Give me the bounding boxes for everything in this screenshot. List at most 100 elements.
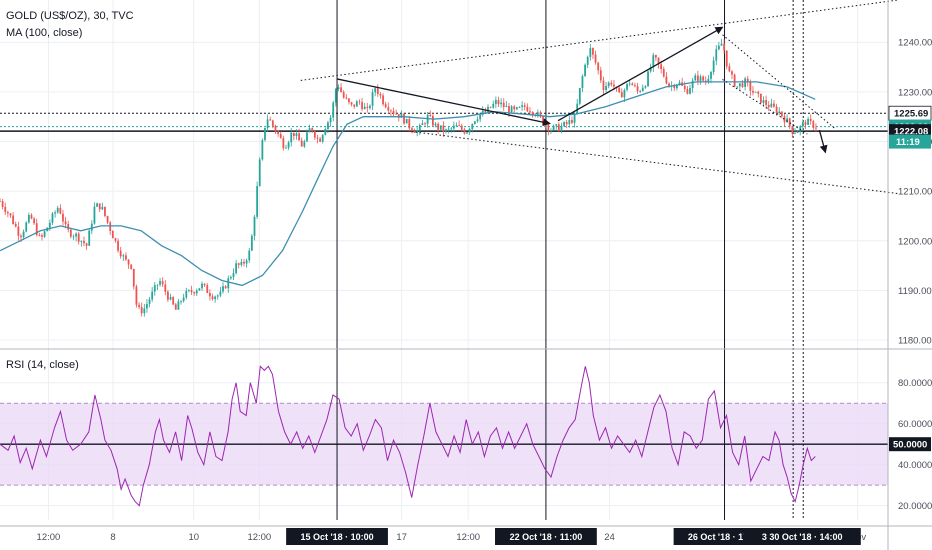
candle-body (203, 283, 206, 286)
symbol-legend[interactable]: GOLD (US$/OZ), 30, TVC (6, 10, 134, 22)
candle-body (371, 92, 374, 106)
candle-body (216, 295, 219, 297)
vertical-lines[interactable] (336, 0, 804, 520)
ma-legend[interactable]: MA (100, close) (6, 27, 82, 39)
candle-body (487, 106, 489, 113)
candle-body (334, 89, 337, 103)
candle-body (770, 103, 773, 108)
candle-body (476, 119, 479, 122)
candle-body (62, 213, 64, 222)
candle-body (332, 102, 335, 118)
candle-body (98, 203, 101, 210)
candle-body (164, 284, 167, 292)
candle-body (513, 106, 516, 110)
candle-body (437, 123, 440, 130)
candle-body (497, 100, 500, 105)
candle-body (143, 308, 146, 314)
candle-body (424, 123, 426, 125)
candle-body (429, 114, 432, 116)
candle-body (27, 214, 30, 223)
candle-body (731, 71, 733, 75)
candle-body (665, 76, 668, 84)
candle-body (290, 132, 293, 143)
candle-body (235, 263, 238, 274)
candle-body (812, 121, 815, 128)
candle-body (348, 98, 350, 103)
candle-body (550, 130, 552, 132)
candle-body (4, 206, 7, 213)
candle-body (502, 102, 505, 108)
candle-body (261, 140, 264, 160)
price-tick-label: 1200.00 (898, 236, 932, 247)
candle-body (308, 128, 311, 133)
candle-body (599, 70, 602, 81)
time-highlight-label: 22 Oct '18 · 11:00 (510, 532, 583, 542)
trendlines[interactable] (300, 0, 899, 195)
candle-body (313, 131, 316, 138)
candle-body (783, 116, 786, 123)
candle-body (9, 213, 12, 216)
candle-body (560, 125, 563, 132)
candle-body (500, 102, 503, 105)
candle-body (287, 142, 290, 148)
time-highlight-badge (743, 528, 861, 545)
candle-body (786, 118, 788, 123)
candle-body (190, 290, 193, 293)
candle-body (767, 104, 770, 108)
candle-body (613, 84, 615, 87)
candle-body (741, 83, 744, 87)
candle-body (319, 138, 321, 142)
candle-body (581, 76, 584, 88)
candle-body (269, 119, 272, 121)
time-tick-label: 12:00 (247, 532, 271, 543)
candle-body (717, 45, 720, 50)
candle-body (59, 207, 62, 214)
candle-body (586, 56, 589, 65)
rsi-legend[interactable]: RSI (14, close) (6, 359, 79, 371)
rsi-line (0, 365, 816, 507)
time-highlight-label: 15 Oct '18 · 10:00 (300, 532, 373, 542)
candle-body (119, 250, 122, 257)
candle-body (657, 57, 660, 65)
candle-body (652, 55, 655, 68)
candle-body (211, 296, 214, 300)
candle-body (188, 290, 190, 291)
candle-body (376, 88, 379, 94)
candle-body (413, 130, 416, 133)
candle-body (303, 141, 306, 147)
candle-body (416, 130, 419, 133)
candle-body (589, 47, 592, 57)
candle-body (807, 118, 809, 125)
candle-body (369, 105, 371, 108)
rsi-series (0, 365, 816, 507)
candle-body (634, 85, 636, 87)
candle-body (696, 75, 699, 81)
candle-body (801, 122, 804, 127)
candle-body (481, 110, 484, 115)
trend-arrow (818, 129, 828, 154)
candle-body (169, 297, 172, 300)
candle-body (531, 112, 534, 115)
candle-body (547, 125, 550, 131)
price-level-value: 1222.08 (894, 127, 928, 138)
candle-body (245, 260, 248, 264)
time-highlight-badge (286, 528, 388, 545)
price-tick-label: 1210.00 (898, 187, 932, 198)
candle-body (628, 83, 631, 85)
candle-body (125, 255, 127, 260)
candle-body (552, 125, 555, 131)
candle-body (195, 290, 198, 294)
candle-body (492, 103, 495, 108)
rsi-tick-label: 40.0000 (898, 460, 932, 471)
candle-body (584, 64, 586, 77)
candle-body (182, 297, 185, 302)
candle-body (458, 125, 461, 127)
trendline (411, 131, 899, 195)
candle-body (539, 112, 542, 117)
candle-body (90, 223, 93, 231)
candle-body (455, 125, 458, 127)
candle-body (193, 292, 196, 294)
candle-body (565, 122, 568, 125)
time-tick-label: 24 (604, 532, 615, 543)
